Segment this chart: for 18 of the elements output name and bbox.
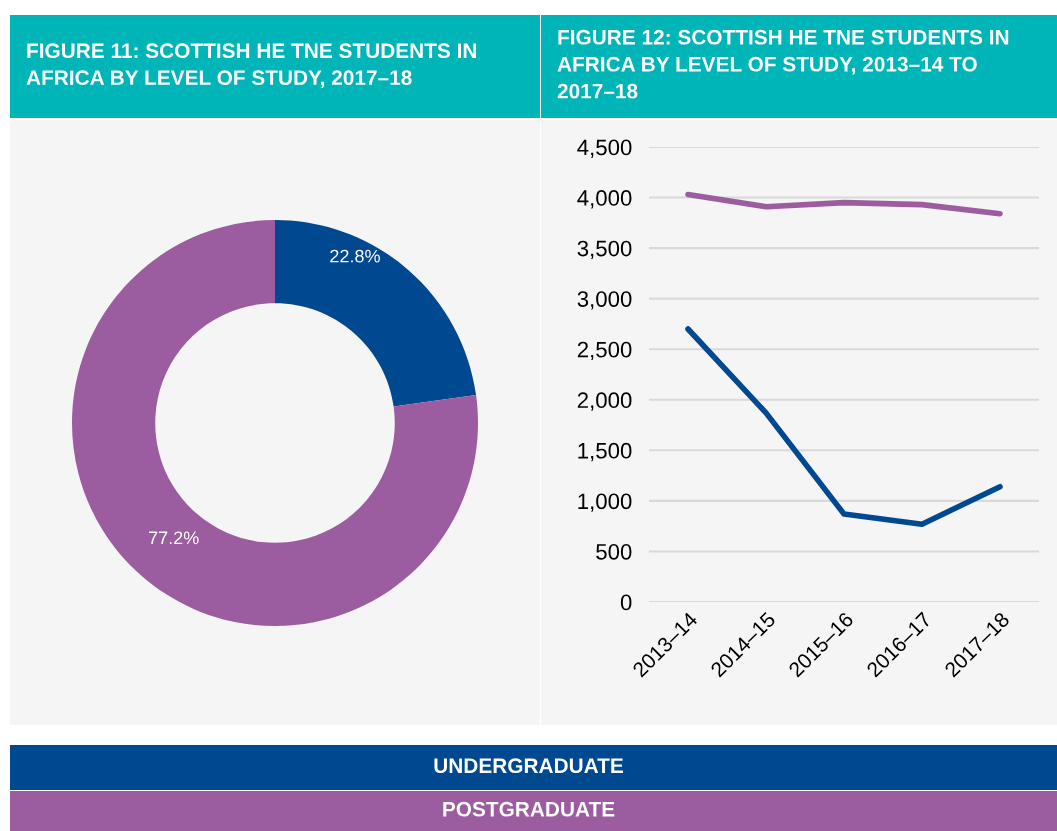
data-label: 77.2%: [149, 531, 199, 545]
donut-slice: [72, 220, 478, 626]
y-tick-label: 1,000: [578, 493, 632, 512]
text: POSTGRADUATE: [443, 801, 615, 817]
y-tick-label: 3,500: [577, 240, 632, 260]
donut-slice: [275, 220, 477, 407]
y-tick-label: 0: [620, 594, 632, 611]
y-tick-label: 1,500: [578, 442, 632, 462]
y-tick-label: 2,000: [577, 392, 632, 411]
y-tick-label: 4,000: [577, 190, 632, 209]
chart-title: FIGURE 12: SCOTTISH HE TNE STUDENTS IN AFRICA BY LEVEL OF STUDY, 2013–14 TO 2017–18: [557, 29, 1009, 99]
y-tick-label: 3,000: [577, 291, 632, 310]
data-label: 22.8%: [330, 249, 380, 263]
y-tick-label: 4,500: [577, 139, 632, 158]
chart-title: FIGURE 11: SCOTTISH HE TNE STUDENTS IN AFRICA BY LEVEL OF STUDY, 2017–18: [26, 43, 477, 89]
y-tick-label: 2,500: [577, 341, 632, 361]
text: UNDERGRADUATE: [434, 758, 623, 774]
y-tick-label: 500: [596, 543, 632, 560]
